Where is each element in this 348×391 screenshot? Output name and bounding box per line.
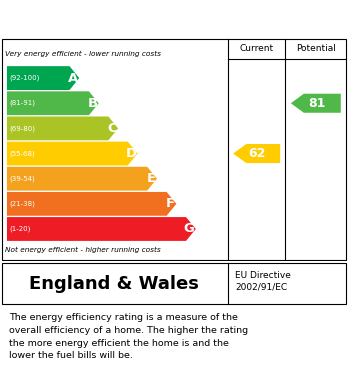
Text: Energy Efficiency Rating: Energy Efficiency Rating xyxy=(9,14,219,29)
Text: C: C xyxy=(108,122,117,135)
Text: D: D xyxy=(125,147,136,160)
Text: The energy efficiency rating is a measure of the
overall efficiency of a home. T: The energy efficiency rating is a measur… xyxy=(9,313,248,361)
Text: (21-38): (21-38) xyxy=(10,201,35,207)
Text: B: B xyxy=(88,97,98,110)
Text: Very energy efficient - lower running costs: Very energy efficient - lower running co… xyxy=(5,50,161,57)
Polygon shape xyxy=(7,142,137,165)
Text: E: E xyxy=(147,172,156,185)
Text: (55-68): (55-68) xyxy=(10,150,35,157)
Text: G: G xyxy=(184,222,195,235)
Text: Not energy efficient - higher running costs: Not energy efficient - higher running co… xyxy=(5,247,161,253)
Polygon shape xyxy=(7,167,157,190)
Text: (69-80): (69-80) xyxy=(10,125,36,132)
Text: (92-100): (92-100) xyxy=(10,75,40,81)
Polygon shape xyxy=(291,94,341,113)
Text: England & Wales: England & Wales xyxy=(29,274,199,293)
Text: 81: 81 xyxy=(308,97,325,110)
Text: F: F xyxy=(166,197,175,210)
Polygon shape xyxy=(7,91,99,115)
Polygon shape xyxy=(233,144,280,163)
Text: Current: Current xyxy=(239,44,274,53)
Polygon shape xyxy=(7,66,79,90)
Text: (1-20): (1-20) xyxy=(10,226,31,232)
Polygon shape xyxy=(7,117,118,140)
Polygon shape xyxy=(7,217,196,241)
Text: EU Directive
2002/91/EC: EU Directive 2002/91/EC xyxy=(235,271,291,292)
Text: 62: 62 xyxy=(248,147,266,160)
Text: A: A xyxy=(68,72,78,84)
Text: (39-54): (39-54) xyxy=(10,176,35,182)
Text: (81-91): (81-91) xyxy=(10,100,36,106)
Polygon shape xyxy=(7,192,176,216)
Text: Potential: Potential xyxy=(296,44,336,53)
